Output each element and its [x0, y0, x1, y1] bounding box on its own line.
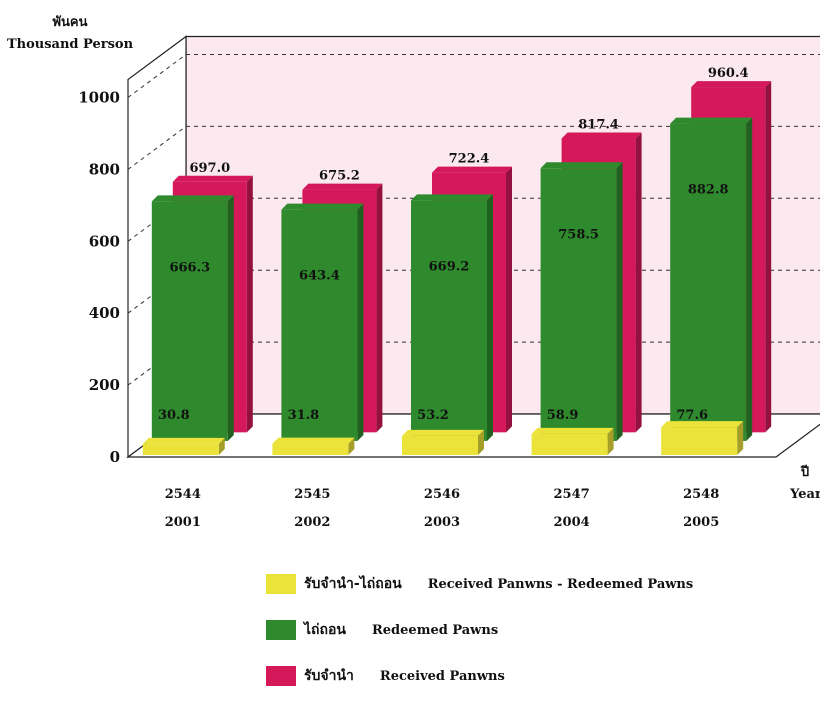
bar-received-side	[635, 132, 642, 433]
y-axis-title-thai: พันคน	[52, 15, 87, 30]
bar-received-side	[246, 175, 253, 433]
legend-item-redeemed: ไถ่ถอน Redeemed Pawns	[266, 616, 806, 644]
legend-label: Received Panwns	[379, 668, 505, 684]
x-tick-label: 2001	[165, 515, 201, 530]
bar-redeemed	[670, 123, 747, 441]
bar-redeemed-side	[746, 117, 753, 441]
bar-difference-top	[661, 421, 744, 428]
bar-received-side	[376, 183, 383, 433]
x-tick-label: 2005	[683, 515, 719, 530]
bar-redeemed	[151, 201, 228, 441]
legend: รับจำนำ-ไถ่ถอน Received Panwns - Redeeme…	[266, 570, 806, 708]
y-axis-title: Thousand Person	[7, 37, 134, 52]
bar-redeemed	[411, 200, 487, 441]
bar-redeemed-side	[227, 195, 234, 441]
data-label-difference: 77.6	[676, 408, 708, 423]
data-label-received: 722.4	[449, 152, 490, 167]
x-tick-label: 2004	[554, 515, 590, 530]
data-label-difference: 30.8	[158, 408, 190, 423]
bar-difference	[142, 443, 219, 455]
bar-received-side	[765, 81, 772, 433]
data-label-redeemed: 669.2	[429, 259, 470, 274]
bar-redeemed-top	[540, 162, 623, 169]
bar-difference-top	[402, 429, 484, 436]
bar-redeemed	[281, 209, 358, 441]
x-tick-label: 2002	[294, 515, 330, 530]
bar-received-top	[561, 132, 642, 139]
bar-difference-side	[607, 427, 614, 455]
legend-label: Redeemed Pawns	[371, 622, 499, 638]
data-label-difference: 31.8	[288, 408, 320, 423]
data-label-difference: 58.9	[547, 408, 579, 423]
data-label-received: 697.0	[189, 161, 230, 176]
x-tick-label-thai: 2544	[165, 487, 201, 502]
y-tick-label: 600	[89, 232, 120, 250]
bar-chart-3d: 0 200 400 600 800 1000 พันคน Thousand Person ปี Y…	[7, 15, 820, 530]
bar-received-top	[302, 183, 383, 190]
data-label-redeemed: 666.3	[169, 260, 210, 275]
y-tick-label: 1000	[78, 89, 120, 107]
data-label-redeemed: 758.5	[558, 227, 599, 242]
legend-swatch-redeemed	[266, 620, 296, 640]
bar-difference-side	[737, 421, 744, 455]
bar-redeemed-top	[670, 117, 753, 124]
data-label-received: 960.4	[708, 66, 749, 81]
bar-redeemed-side	[357, 203, 364, 441]
y-tick-label: 200	[89, 376, 120, 394]
bar-difference-side	[218, 437, 225, 455]
legend-item-difference: รับจำนำ-ไถ่ถอน Received Panwns - Redeeme…	[266, 570, 806, 598]
x-tick-label: 2003	[424, 515, 460, 530]
legend-label-thai: ไถ่ถอน	[304, 622, 346, 638]
x-tick-label-thai: 2548	[683, 487, 719, 502]
bar-redeemed	[540, 168, 617, 441]
data-label-received: 817.4	[578, 117, 619, 132]
bar-difference-top	[142, 437, 225, 444]
x-axis-title-thai: ปี	[800, 464, 809, 480]
bar-difference	[272, 443, 349, 455]
legend-label: Received Panwns - Redeemed Pawns	[427, 576, 694, 592]
data-label-received: 675.2	[319, 169, 360, 184]
legend-swatch-difference	[266, 574, 296, 594]
bar-difference	[661, 427, 738, 455]
bar-received-top	[432, 166, 512, 173]
legend-label-thai: รับจำนำ	[304, 668, 354, 684]
bar-difference-top	[272, 437, 355, 444]
bar-difference	[531, 433, 608, 455]
y-tick-label: 400	[89, 304, 120, 322]
bar-redeemed-top	[411, 194, 493, 201]
bar-difference-top	[531, 427, 614, 434]
legend-label-thai: รับจำนำ-ไถ่ถอน	[304, 576, 402, 592]
bar-redeemed-side	[487, 194, 493, 441]
x-tick-label-thai: 2547	[554, 487, 590, 502]
bar-received-top	[172, 175, 253, 182]
data-label-redeemed: 882.8	[688, 183, 729, 198]
x-axis-title: Year	[789, 487, 820, 502]
legend-item-received: รับจำนำ Received Panwns	[266, 662, 806, 690]
bar-difference-side	[348, 437, 355, 455]
bar-redeemed-top	[281, 203, 364, 210]
bar-difference	[402, 435, 478, 455]
bar-redeemed-side	[616, 162, 623, 441]
x-tick-label-thai: 2546	[424, 487, 460, 502]
bar-difference-side	[478, 429, 484, 455]
data-label-difference: 53.2	[417, 408, 449, 423]
legend-swatch-received	[266, 666, 296, 686]
bar-received-top	[691, 81, 772, 88]
x-tick-label-thai: 2545	[294, 487, 330, 502]
bar-redeemed-top	[151, 195, 234, 202]
y-tick-label: 0	[110, 448, 120, 466]
bar-received-side	[506, 166, 512, 433]
y-tick-label: 800	[89, 160, 120, 178]
data-label-redeemed: 643.4	[299, 269, 340, 284]
